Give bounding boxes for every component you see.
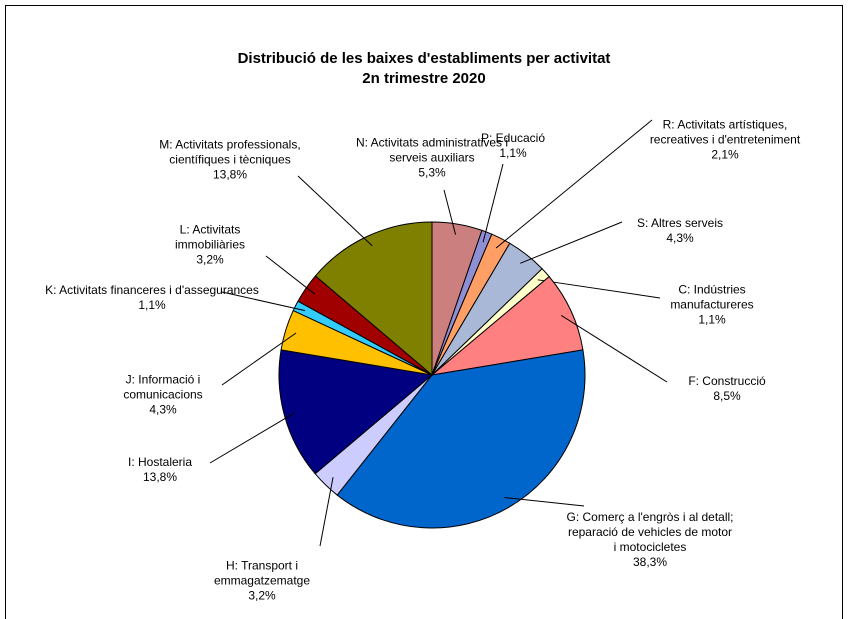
category-label: G: Comerç a l'engròs i al detall; repara…	[566, 510, 734, 554]
slice-label: C: Indústries manufactureres 1,1%	[652, 283, 772, 328]
value-label: 1,1%	[138, 298, 166, 312]
category-label: M: Activitats professionals, científique…	[159, 137, 301, 167]
chart-title: Distribució de les baixes d'establiments…	[237, 50, 611, 67]
value-label: 5,3%	[418, 165, 446, 180]
leader-line	[560, 315, 668, 383]
value-label: 13,8%	[212, 167, 248, 182]
slice-label: M: Activitats professionals, científique…	[145, 138, 315, 183]
category-label: K: Activitats financeres i d'assegurance…	[45, 283, 259, 297]
value-label: 13,8%	[142, 470, 178, 484]
value-label: 4,3%	[666, 231, 694, 245]
value-label: 1,1%	[698, 312, 726, 327]
value-label: 38,3%	[632, 555, 668, 569]
category-label: H: Transport i emmagatzematge	[213, 558, 311, 588]
category-label: S: Altres serveis	[636, 216, 724, 230]
value-label: 8,5%	[713, 389, 741, 403]
pie-slice	[336, 349, 586, 529]
category-label: J: Informació i comunicacions	[123, 372, 203, 402]
value-label: 2,1%	[711, 147, 739, 162]
value-label: 1,1%	[499, 146, 527, 160]
category-label: F: Construcció	[688, 374, 766, 388]
leader-line	[504, 497, 585, 507]
slice-label: I: Hostaleria 13,8%	[110, 455, 210, 485]
slice-label: P: Educació 1,1%	[473, 131, 553, 161]
slice-label: J: Informació i comunicacions 4,3%	[98, 373, 228, 418]
slice-label: N: Activitats administratives i serveis …	[347, 136, 517, 181]
value-label: 4,3%	[149, 402, 177, 417]
category-label: N: Activitats administratives i serveis …	[355, 135, 509, 165]
pie-slice	[278, 349, 434, 475]
category-label: P: Educació	[480, 131, 546, 145]
category-label: I: Hostaleria	[127, 455, 193, 469]
value-label: 3,2%	[248, 588, 276, 603]
slice-label: H: Transport i emmagatzematge 3,2%	[202, 559, 322, 604]
leader-line	[265, 255, 316, 295]
leader-line	[319, 477, 334, 547]
leader-line	[221, 291, 306, 312]
leader-line	[443, 189, 457, 235]
category-label: L: Activitats immobiliàries	[174, 222, 245, 252]
leader-line	[495, 119, 653, 249]
slice-label: G: Comerç a l'engròs i al detall; repara…	[565, 510, 735, 570]
leader-line	[537, 279, 661, 299]
category-label: C: Indústries manufactureres	[670, 282, 754, 312]
leader-line	[221, 332, 297, 386]
frame	[5, 5, 843, 619]
slice-label: F: Construcció 8,5%	[667, 374, 787, 404]
chart-subtitle: 2n trimestre 2020	[362, 70, 486, 87]
slice-label: K: Activitats financeres i d'assegurance…	[42, 283, 262, 313]
leader-line	[209, 412, 296, 464]
pie-slice	[314, 221, 433, 377]
leader-line	[482, 163, 504, 243]
value-label: 3,2%	[196, 252, 224, 267]
category-label: R: Activitats artístiques, recreatives i…	[649, 117, 801, 147]
leader-line	[297, 175, 373, 247]
slice-label: S: Altres serveis 4,3%	[620, 216, 740, 246]
slice-label: R: Activitats artístiques, recreatives i…	[640, 118, 810, 163]
leader-line	[520, 221, 623, 264]
slice-label: L: Activitats immobiliàries 3,2%	[155, 223, 265, 268]
